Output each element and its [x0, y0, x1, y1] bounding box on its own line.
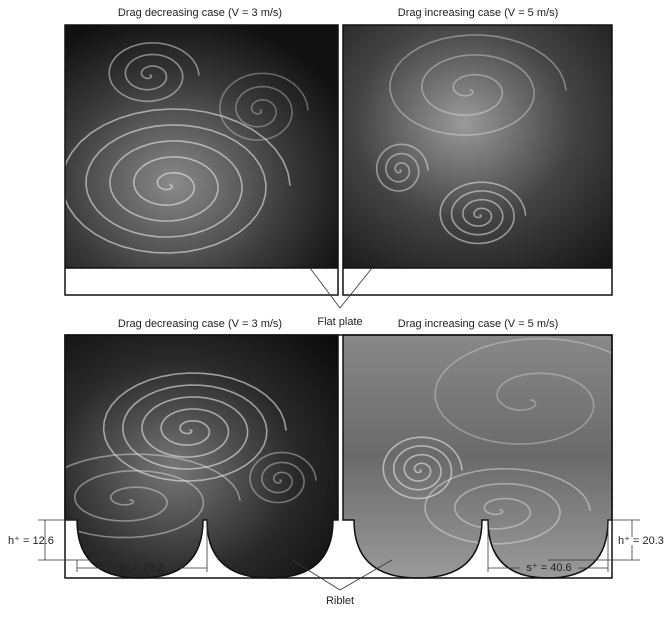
panel-caption: Drag increasing case (V = 5 m/s) — [398, 318, 558, 330]
panel-caption: Drag increasing case (V = 5 m/s) — [398, 7, 558, 19]
h-label: h⁺ = 12.6 — [8, 535, 54, 547]
flow-image — [38, 335, 338, 578]
panel-caption: Drag decreasing case (V = 3 m/s) — [118, 7, 282, 19]
flow-image — [343, 25, 612, 268]
flow-image — [62, 25, 338, 268]
h-label: h⁺ = 20.3 — [618, 535, 664, 547]
s-label: s⁺ = 40.6 — [526, 562, 571, 574]
panel-caption: Drag decreasing case (V = 3 m/s) — [118, 318, 282, 330]
figure: Drag decreasing case (V = 3 m/s) Drag in… — [0, 0, 670, 634]
s-label: s⁺ = 25.2 — [118, 562, 163, 574]
flow-image — [343, 335, 656, 578]
riblet-label: Riblet — [326, 595, 354, 607]
flat-plate-label: Flat plate — [317, 316, 362, 328]
